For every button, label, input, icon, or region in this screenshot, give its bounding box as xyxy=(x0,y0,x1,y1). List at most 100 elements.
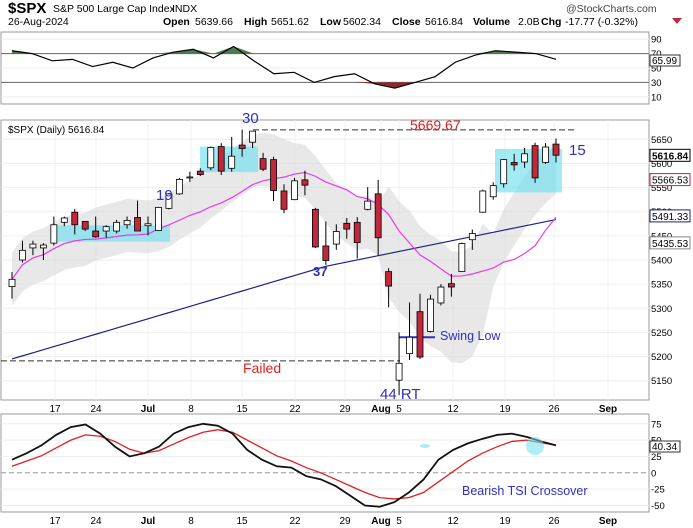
candle-body xyxy=(81,220,89,230)
price-annotation: Failed xyxy=(243,360,281,376)
candle-body xyxy=(458,243,466,272)
chg-label: Chg xyxy=(541,16,561,28)
chg-value: -17.77 (-0.32%) xyxy=(565,16,638,28)
volume-value: 2.0B xyxy=(518,16,540,28)
rsi-tick-label: 30 xyxy=(651,78,662,89)
candle-body xyxy=(322,245,330,261)
price-tick-label: 5650 xyxy=(651,135,672,146)
price-annotation: 44 RT xyxy=(380,386,421,403)
x-tick-label: 29 xyxy=(339,404,351,415)
candle-body xyxy=(311,208,319,248)
tsi-last-box xyxy=(649,440,681,453)
candle-body xyxy=(186,176,194,179)
low-value: 5602.34 xyxy=(343,16,381,28)
candle-body xyxy=(155,206,162,231)
close-label: Close xyxy=(392,16,421,28)
candle-body xyxy=(374,193,382,239)
price-tick-label: 5600 xyxy=(651,159,672,170)
candle-body xyxy=(19,249,26,261)
high-label: High xyxy=(244,16,267,28)
x-tick-label: 15 xyxy=(236,516,248,527)
candle-body xyxy=(468,233,476,241)
x-tick-label: 5 xyxy=(396,404,402,415)
price-flag xyxy=(649,236,691,250)
candle-body xyxy=(238,144,246,149)
price-flag-label: 5435.53 xyxy=(652,239,689,250)
price-tick-label: 5550 xyxy=(651,183,672,194)
candle-body xyxy=(8,278,16,287)
tsi-tick-label: 0 xyxy=(651,468,656,479)
candle-body xyxy=(343,222,351,230)
rsi-tick-label: 90 xyxy=(651,35,662,46)
price-flag-label: 5566.53 xyxy=(652,176,689,187)
sma-fast-line xyxy=(11,171,557,280)
candle-body xyxy=(144,223,152,227)
candle-body xyxy=(165,193,173,209)
candle-body xyxy=(134,217,141,232)
price-flag xyxy=(649,148,691,162)
candle-body xyxy=(259,158,267,170)
x-tick-label: Aug xyxy=(371,404,390,415)
candle-body xyxy=(71,211,79,226)
watermark: @StockCharts.com xyxy=(566,3,657,15)
candle-body xyxy=(280,190,288,210)
candle-body xyxy=(291,180,298,201)
x-tick-label: 15 xyxy=(236,404,248,415)
exchange: INDX xyxy=(172,3,197,15)
x-tick-label: Jul xyxy=(141,404,156,415)
candle-body xyxy=(102,226,110,232)
price-flag-label: 5491.33 xyxy=(652,212,689,223)
price-panel-title: $SPX (Daily) 5616.84 xyxy=(8,125,105,136)
tsi-tick-label: 75 xyxy=(651,419,662,430)
candle-body xyxy=(217,146,225,172)
price-annotation: 19 xyxy=(156,187,173,204)
candle-body xyxy=(510,162,518,166)
x-tick-label: 17 xyxy=(49,404,61,415)
price-annotation: Swing Low xyxy=(440,329,501,343)
candle-body xyxy=(301,179,309,186)
price-tick-label: 5300 xyxy=(651,304,672,315)
symbol: $SPX xyxy=(8,0,46,17)
rsi-last-value: 65.99 xyxy=(652,56,677,67)
candle-body xyxy=(406,336,413,355)
candle-body xyxy=(92,230,100,238)
candle-body xyxy=(60,217,68,223)
candle-body xyxy=(489,185,497,198)
price-tick-label: 5400 xyxy=(651,256,672,267)
close-value: 5616.84 xyxy=(425,16,463,28)
rsi-tick-label: 10 xyxy=(651,92,662,103)
x-tick-label: 29 xyxy=(339,516,351,527)
candle-body xyxy=(29,243,37,249)
candle-body xyxy=(249,130,257,143)
tsi-panel: 7550250-25-50 Bearish TSI Crossover 40.3… xyxy=(0,413,681,513)
down-arrow-icon xyxy=(672,18,682,24)
candle-body xyxy=(175,178,183,195)
candle-body xyxy=(123,220,131,226)
price-flag-label: 5616.84 xyxy=(652,151,689,162)
price-flag xyxy=(649,209,691,223)
candle-body xyxy=(50,224,58,244)
rsi-tick-label: 50 xyxy=(651,64,662,75)
index-name: S&P 500 Large Cap Index xyxy=(53,3,176,15)
candle-body xyxy=(427,298,434,332)
rsi-panel: 9070503010 65.99 xyxy=(0,31,681,105)
rsi-line xyxy=(11,45,557,89)
candle-body xyxy=(353,221,361,244)
price-flag xyxy=(649,173,691,187)
volume-label: Volume xyxy=(473,16,510,28)
candle-body xyxy=(542,146,549,163)
x-tick-label: 24 xyxy=(90,404,102,415)
sma-slow-line xyxy=(11,218,557,360)
x-tick-label: 22 xyxy=(289,516,301,527)
price-panel: $SPX (Daily) 5616.84 5650560055505500545… xyxy=(0,110,691,403)
candle-body xyxy=(228,155,236,169)
open-value: 5639.66 xyxy=(195,16,233,28)
x-tick-label: Aug xyxy=(371,516,390,527)
tsi-tick-label: -25 xyxy=(651,485,665,496)
chart-date: 26-Aug-2024 xyxy=(8,16,69,28)
price-tick-label: 5200 xyxy=(651,352,672,363)
price-annotation: 30 xyxy=(242,110,259,127)
x-tick-label: 19 xyxy=(499,404,511,415)
x-tick-label: 17 xyxy=(49,516,61,527)
tsi-tick-label: 25 xyxy=(651,452,662,463)
